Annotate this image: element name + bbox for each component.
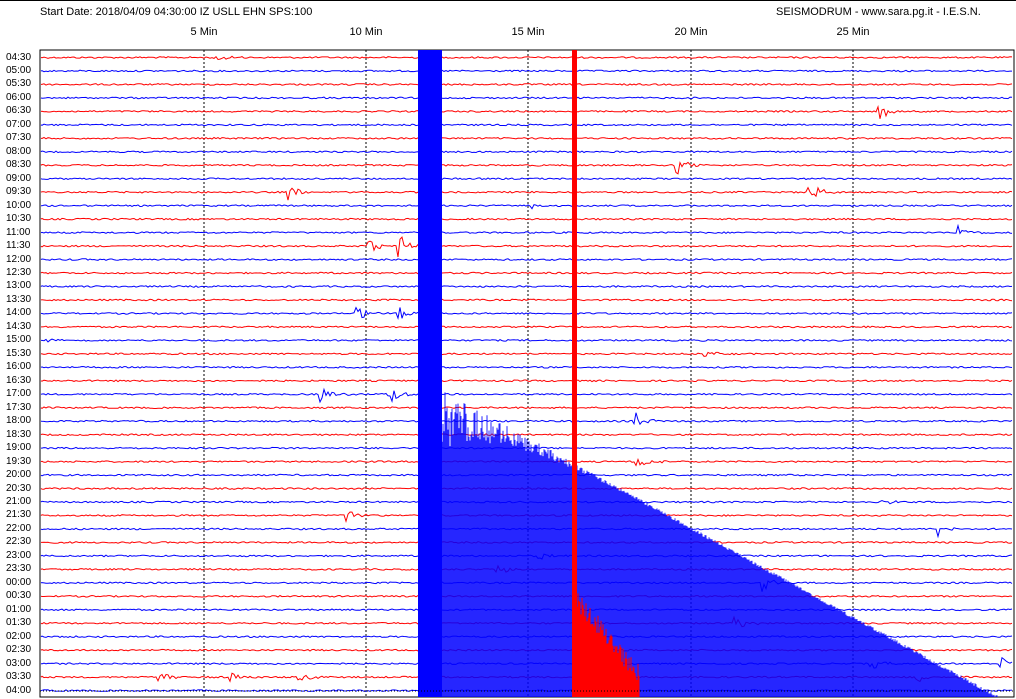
- trace-line: [40, 298, 1013, 302]
- minute-label-15: 15 Min: [511, 26, 545, 38]
- time-label: 17:00: [6, 388, 32, 400]
- trace-line: [40, 136, 1013, 140]
- trace-line: [40, 186, 1013, 201]
- trace-line: [40, 123, 1013, 127]
- quake-spike-red: [572, 50, 577, 697]
- time-label: 16:30: [6, 374, 32, 386]
- trace-line: [40, 271, 1013, 275]
- time-label: 03:30: [6, 671, 32, 683]
- quake-coda-blue: [441, 392, 1000, 697]
- time-label: 04:00: [6, 684, 32, 696]
- trace-line: [40, 351, 1013, 357]
- time-label: 17:30: [6, 401, 32, 413]
- time-label: 21:30: [6, 509, 32, 521]
- time-label: 22:00: [6, 522, 32, 534]
- time-label: 08:30: [6, 159, 32, 171]
- time-label: 18:00: [6, 415, 32, 427]
- time-label: 02:00: [6, 630, 32, 642]
- time-label: 23:00: [6, 549, 32, 561]
- trace-line: [40, 105, 1013, 119]
- trace-line: [41, 83, 1013, 86]
- time-label: 10:00: [6, 199, 32, 211]
- time-label: 06:30: [6, 105, 32, 117]
- quake-coda-red: [576, 593, 640, 697]
- trace-line: [41, 338, 1013, 343]
- time-label: 05:00: [6, 64, 32, 76]
- trace-line: [41, 446, 1013, 450]
- trace-line: [41, 325, 1013, 329]
- time-label: 14:30: [6, 320, 32, 332]
- time-label: 20:00: [6, 469, 32, 481]
- trace-line: [40, 236, 1013, 258]
- trace-line: [40, 387, 1013, 404]
- time-label: 11:00: [6, 226, 31, 238]
- trace-line: [40, 406, 1013, 410]
- trace-line: [40, 285, 1013, 288]
- time-label: 12:30: [6, 267, 32, 279]
- trace-line: [40, 96, 1013, 100]
- time-label: 04:30: [6, 51, 32, 63]
- time-label: 19:00: [6, 442, 32, 454]
- time-label: 14:00: [6, 307, 32, 319]
- time-label: 12:00: [6, 253, 32, 265]
- trace-line: [40, 150, 1013, 154]
- trace-line: [40, 55, 1013, 61]
- minute-label-20: 20 Min: [674, 26, 708, 38]
- time-label: 19:30: [6, 455, 32, 467]
- trace-line: [40, 258, 1013, 261]
- trace-line: [40, 379, 1013, 383]
- time-label: 09:30: [6, 186, 32, 198]
- time-label: 01:30: [6, 617, 32, 629]
- time-label: 10:30: [6, 213, 32, 225]
- quake-band-blue: [418, 50, 442, 697]
- trace-line: [40, 69, 1012, 73]
- time-label: 09:00: [6, 172, 32, 184]
- source-header: SEISMODRUM - www.sara.pg.it - I.E.S.N.: [776, 6, 981, 18]
- minute-label-10: 10 Min: [349, 26, 383, 38]
- trace-line: [40, 217, 1013, 221]
- time-label: 21:00: [6, 496, 32, 507]
- time-label: 05:30: [6, 78, 32, 90]
- trace-line: [40, 223, 1013, 235]
- time-label: 07:00: [6, 118, 32, 130]
- trace-line: [40, 204, 1013, 210]
- time-label: 06:00: [6, 91, 32, 103]
- time-label: 22:30: [6, 536, 32, 548]
- time-label: 11:30: [6, 240, 31, 252]
- time-label: 03:00: [6, 657, 32, 669]
- time-label: 08:00: [6, 145, 32, 157]
- start-date-header: Start Date: 2018/04/09 04:30:00 IZ USLL …: [40, 6, 313, 18]
- minute-label-25: 25 Min: [836, 26, 870, 38]
- time-label: 02:30: [6, 644, 32, 656]
- time-label: 07:30: [6, 132, 32, 144]
- time-label: 18:30: [6, 428, 32, 440]
- time-label: 16:00: [6, 361, 32, 373]
- time-label: 23:30: [6, 563, 32, 575]
- time-label: 15:30: [6, 347, 32, 359]
- trace-line: [40, 177, 1013, 181]
- trace-line: [40, 365, 1013, 369]
- trace-line: [40, 161, 1013, 175]
- time-label: 13:00: [6, 280, 32, 292]
- trace-line: [40, 433, 1013, 437]
- time-label: 00:00: [6, 576, 32, 588]
- time-label: 00:30: [6, 590, 32, 602]
- time-label: 20:30: [6, 482, 32, 494]
- time-label: 01:00: [6, 603, 32, 615]
- minute-label-5: 5 Min: [190, 26, 218, 38]
- time-label: 13:30: [6, 293, 32, 305]
- trace-line: [40, 306, 1013, 320]
- time-label: 15:00: [6, 334, 32, 346]
- trace-line: [40, 412, 1013, 426]
